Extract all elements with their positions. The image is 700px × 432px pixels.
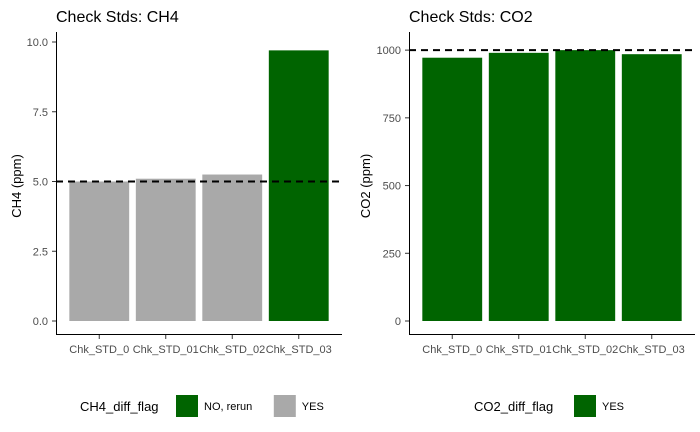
co2-x-tick-label-2: Chk_STD_01 (486, 344, 552, 356)
co2-y-axis-title: CO2 (ppm) (358, 154, 373, 218)
co2-y-tick-label-1: 0 (395, 316, 401, 328)
ch4-bar-4 (268, 50, 329, 322)
ch4-y-axis-title: CH4 (ppm) (9, 154, 24, 218)
ch4-bar-3 (202, 174, 263, 321)
co2-bar-3 (555, 50, 616, 321)
co2-legend: CO2_diff_flag YES (474, 395, 624, 417)
co2-y-tick-label-5: 1000 (377, 45, 401, 57)
ch4-bar-1 (69, 181, 130, 321)
co2-bars (422, 50, 682, 322)
co2-x-ticks: Chk_STD_0 Chk_STD_01 Chk_STD_02 Chk_STD_03 (422, 335, 685, 356)
ch4-legend-title: CH4_diff_flag (80, 399, 159, 414)
co2-bar-2 (488, 52, 549, 321)
co2-x-tick-label-1: Chk_STD_0 (422, 344, 482, 356)
ch4-legend-swatch-1 (176, 395, 198, 417)
ch4-panel: Check Stds: CH4 CH4 (ppm) 0.0 2.5 5.0 7.5 10… (9, 9, 342, 417)
co2-chart-title: Check Stds: CO2 (409, 9, 533, 26)
co2-x-tick-label-3: Chk_STD_02 (552, 344, 618, 356)
ch4-chart-title: Check Stds: CH4 (56, 9, 179, 26)
co2-y-ticks: 0 250 500 750 1000 (377, 45, 409, 328)
co2-x-tick-label-4: Chk_STD_03 (619, 344, 685, 356)
ch4-x-tick-label-2: Chk_STD_01 (133, 344, 199, 356)
ch4-y-tick-label-4: 7.5 (33, 107, 48, 119)
ch4-legend-label-2: YES (302, 401, 324, 413)
co2-bar-4 (621, 54, 682, 321)
ch4-y-tick-label-5: 10.0 (27, 37, 48, 49)
ch4-bars (69, 50, 329, 322)
co2-bar-1 (422, 57, 483, 322)
ch4-y-tick-label-2: 2.5 (33, 246, 48, 258)
ch4-y-tick-label-1: 0.0 (33, 316, 48, 328)
co2-legend-swatch-1 (574, 395, 596, 417)
ch4-x-tick-label-1: Chk_STD_0 (69, 344, 129, 356)
ch4-x-tick-label-4: Chk_STD_03 (266, 344, 332, 356)
co2-y-tick-label-2: 250 (383, 248, 401, 260)
co2-panel: Check Stds: CO2 CO2 (ppm) 0 250 500 750 1000… (358, 9, 695, 417)
co2-legend-title: CO2_diff_flag (474, 399, 553, 414)
co2-y-tick-label-4: 750 (383, 113, 401, 125)
ch4-legend-swatch-2 (273, 395, 296, 417)
ch4-x-ticks: Chk_STD_0 Chk_STD_01 Chk_STD_02 Chk_STD_03 (69, 335, 332, 356)
ch4-y-tick-label-3: 5.0 (33, 177, 48, 189)
ch4-legend: CH4_diff_flag NO, rerun YES (80, 395, 324, 417)
ch4-x-tick-label-3: Chk_STD_02 (199, 344, 265, 356)
ch4-bar-2 (135, 178, 196, 321)
co2-legend-label-1: YES (602, 401, 624, 413)
ch4-y-ticks: 0.0 2.5 5.0 7.5 10.0 (27, 37, 56, 328)
ch4-legend-label-1: NO, rerun (204, 401, 252, 413)
co2-y-tick-label-3: 500 (383, 181, 401, 193)
